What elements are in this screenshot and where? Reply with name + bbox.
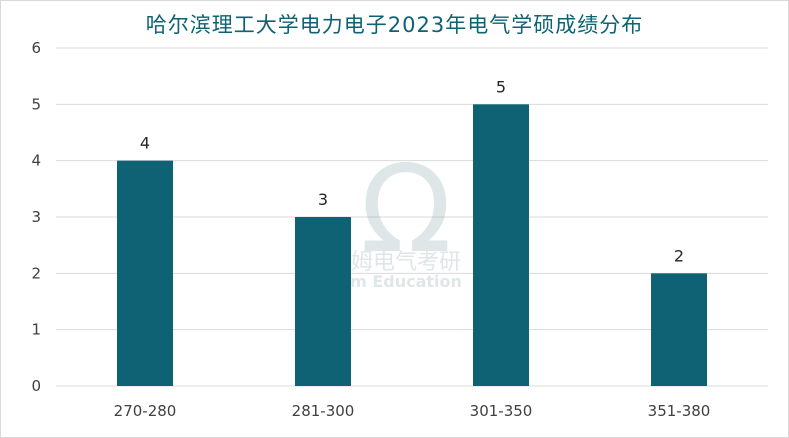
y-tick-label: 0 <box>31 377 41 395</box>
bars <box>117 104 707 386</box>
y-tick-label: 1 <box>31 321 41 339</box>
watermark: Ω 姆电气考研 m Education <box>350 141 462 291</box>
x-tick-label: 281-300 <box>292 402 355 420</box>
watermark-symbol: Ω <box>360 141 452 280</box>
data-label: 5 <box>496 77 506 96</box>
x-tick-label: 301-350 <box>470 402 533 420</box>
x-axis-ticks: 270-280 281-300 301-350 351-380 <box>114 402 711 420</box>
y-tick-label: 6 <box>31 39 41 57</box>
watermark-text-cn: 姆电气考研 <box>351 250 461 275</box>
gridlines <box>56 47 768 387</box>
y-tick-label: 3 <box>31 208 41 226</box>
y-tick-label: 2 <box>31 264 41 282</box>
data-labels: 4 3 5 2 <box>140 77 684 265</box>
watermark-text-en: m Education <box>350 272 462 291</box>
bar <box>117 160 173 386</box>
chart-title: 哈尔滨理工大学电力电子2023年电气学硕成绩分布 <box>145 13 644 37</box>
data-label: 2 <box>674 246 684 265</box>
bar <box>473 104 529 386</box>
y-axis-ticks: 0 1 2 3 4 5 6 <box>31 39 41 395</box>
bar <box>651 273 707 386</box>
y-tick-label: 5 <box>31 95 41 113</box>
data-label: 4 <box>140 134 150 153</box>
x-tick-label: 351-380 <box>648 402 711 420</box>
y-tick-label: 4 <box>31 152 41 170</box>
bar <box>295 217 351 386</box>
data-label: 3 <box>318 190 328 209</box>
x-tick-label: 270-280 <box>114 402 177 420</box>
